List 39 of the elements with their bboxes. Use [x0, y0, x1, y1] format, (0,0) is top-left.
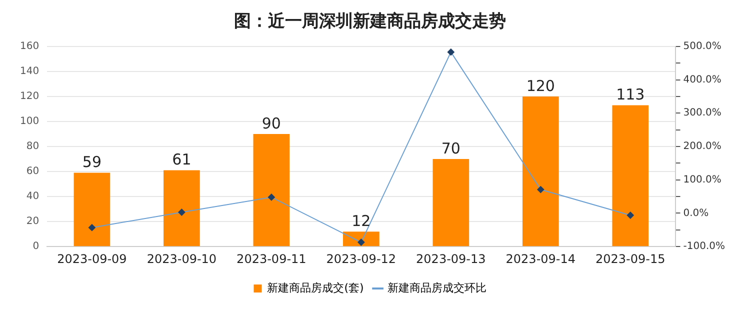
- y2-tick-label: 500.0%: [683, 40, 722, 52]
- data-label: 90: [262, 114, 281, 132]
- y-tick-label: 0: [32, 241, 40, 252]
- y-tick-label: 60: [26, 166, 40, 178]
- y-tick-label: 80: [26, 141, 40, 152]
- data-label: 120: [526, 76, 555, 95]
- y-tick-label: 20: [26, 216, 40, 228]
- data-label: 70: [441, 139, 460, 158]
- bar: [253, 134, 290, 246]
- y-tick-label: 140: [20, 66, 40, 78]
- y2-tick-label: 400.0%: [683, 74, 722, 86]
- x-tick-label: 2023-09-12: [326, 252, 396, 266]
- data-label: 61: [172, 150, 192, 169]
- y-tick-label: 100: [20, 116, 40, 128]
- y-tick-label: 160: [20, 40, 40, 52]
- x-tick-label: 2023-09-14: [506, 252, 576, 266]
- bar: [612, 105, 649, 246]
- data-label: 59: [82, 153, 102, 172]
- y2-tick-label: 100.0%: [683, 174, 722, 186]
- data-label: 113: [616, 86, 645, 104]
- bar: [74, 172, 110, 246]
- y-tick-label: 120: [20, 91, 40, 102]
- x-tick-label: 2023-09-15: [596, 252, 666, 266]
- y-tick-label: 40: [26, 191, 40, 202]
- legend-label: 新建商品房成交(套): [267, 281, 364, 294]
- x-tick-label: 2023-09-13: [416, 252, 486, 266]
- x-tick-label: 2023-09-11: [236, 252, 306, 266]
- y2-tick-label: 300.0%: [683, 108, 722, 119]
- y2-tick-label: -100.0%: [683, 241, 726, 252]
- chart-title: 图：近一周深圳新建商品房成交走势: [234, 12, 506, 32]
- bar: [522, 96, 559, 246]
- y2-tick-label: 200.0%: [683, 141, 722, 152]
- bar: [432, 159, 470, 246]
- x-tick-label: 2023-09-09: [57, 252, 127, 266]
- data-label: 12: [352, 212, 371, 230]
- legend-label: 新建商品房成交环比: [387, 281, 486, 294]
- bar: [164, 170, 200, 246]
- y2-tick-label: 0.0%: [683, 208, 709, 219]
- x-tick-label: 2023-09-10: [146, 252, 217, 266]
